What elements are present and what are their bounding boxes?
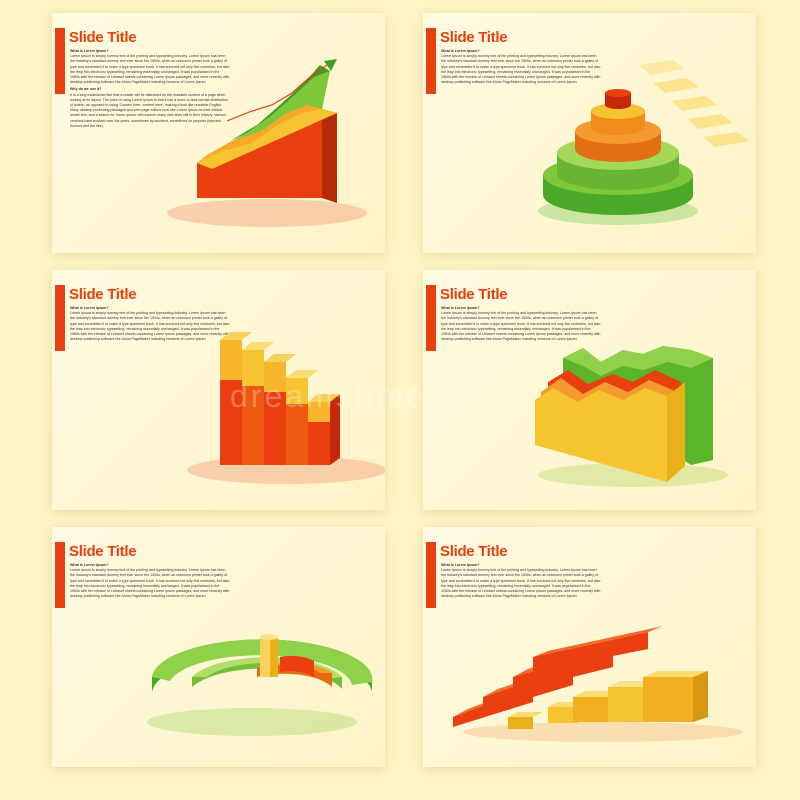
- steps-chart-illustration: [453, 626, 743, 742]
- paragraph-text: Lorem Ipsum is simply dummy text of the …: [70, 311, 230, 342]
- slide-body: What is Lorem Ipsum? Lorem Ipsum is simpl…: [70, 49, 230, 131]
- paragraph-heading: What is Lorem Ipsum?: [441, 306, 480, 310]
- cylinder-pyramid-illustration: [538, 60, 749, 225]
- slide-5: Slide Title What is Lorem Ipsum? Lorem Ip…: [52, 527, 385, 767]
- title-accent-bar: [426, 542, 436, 608]
- paragraph-heading: What is Lorem Ipsum?: [441, 49, 480, 53]
- layered-area-chart-illustration: [535, 346, 728, 487]
- paragraph-heading: Why do we use it?: [70, 87, 102, 92]
- arc-chart-illustration: [147, 634, 373, 736]
- paragraph-text: It is a long established fact that a rea…: [70, 92, 228, 128]
- title-accent-bar: [55, 28, 65, 94]
- slide-body: What is Lorem Ipsum? Lorem Ipsum is simpl…: [441, 49, 601, 87]
- slide-3: Slide Title What is Lorem Ipsum? Lorem Ip…: [52, 270, 385, 510]
- title-accent-bar: [55, 285, 65, 351]
- slide-title: Slide Title: [69, 543, 137, 560]
- paragraph-text: Lorem Ipsum is simply dummy text of the …: [441, 311, 601, 342]
- bar-chart-illustration: [187, 332, 385, 484]
- paragraph-text: Lorem Ipsum is simply dummy text of the …: [70, 568, 230, 599]
- paragraph-text: Lorem Ipsum is simply dummy text of the …: [441, 568, 601, 599]
- slide-body: What is Lorem Ipsum? Lorem Ipsum is simpl…: [70, 306, 230, 344]
- title-accent-bar: [426, 28, 436, 94]
- slide-title: Slide Title: [69, 29, 137, 46]
- slide-body: What is Lorem Ipsum? Lorem Ipsum is simpl…: [70, 563, 230, 601]
- area-chart-illustration: [167, 59, 367, 227]
- paragraph-text: Lorem Ipsum is simply dummy text of the …: [70, 54, 230, 85]
- slide-title: Slide Title: [440, 543, 508, 560]
- paragraph-heading: What is Lorem Ipsum?: [70, 306, 109, 310]
- title-accent-bar: [55, 542, 65, 608]
- slide-4: Slide Title What is Lorem Ipsum? Lorem Ip…: [423, 270, 756, 510]
- paragraph-text: Lorem Ipsum is simply dummy text of the …: [441, 54, 601, 85]
- slide-body: What is Lorem Ipsum? Lorem Ipsum is simpl…: [441, 306, 601, 344]
- slide-6: Slide Title What is Lorem Ipsum? Lorem Ip…: [423, 527, 756, 767]
- slide-title: Slide Title: [440, 29, 508, 46]
- paragraph-heading: What is Lorem Ipsum?: [70, 563, 109, 567]
- slide-title: Slide Title: [69, 286, 137, 303]
- slide-2: Slide Title What is Lorem Ipsum? Lorem Ip…: [423, 13, 756, 253]
- slide-1: Slide Title What is Lorem Ipsum? Lorem Ip…: [52, 13, 385, 253]
- title-accent-bar: [426, 285, 436, 351]
- slide-body: What is Lorem Ipsum? Lorem Ipsum is simpl…: [441, 563, 601, 601]
- slide-title: Slide Title: [440, 286, 508, 303]
- paragraph-heading: What is Lorem Ipsum?: [441, 563, 480, 567]
- paragraph-heading: What is Lorem Ipsum?: [70, 49, 109, 53]
